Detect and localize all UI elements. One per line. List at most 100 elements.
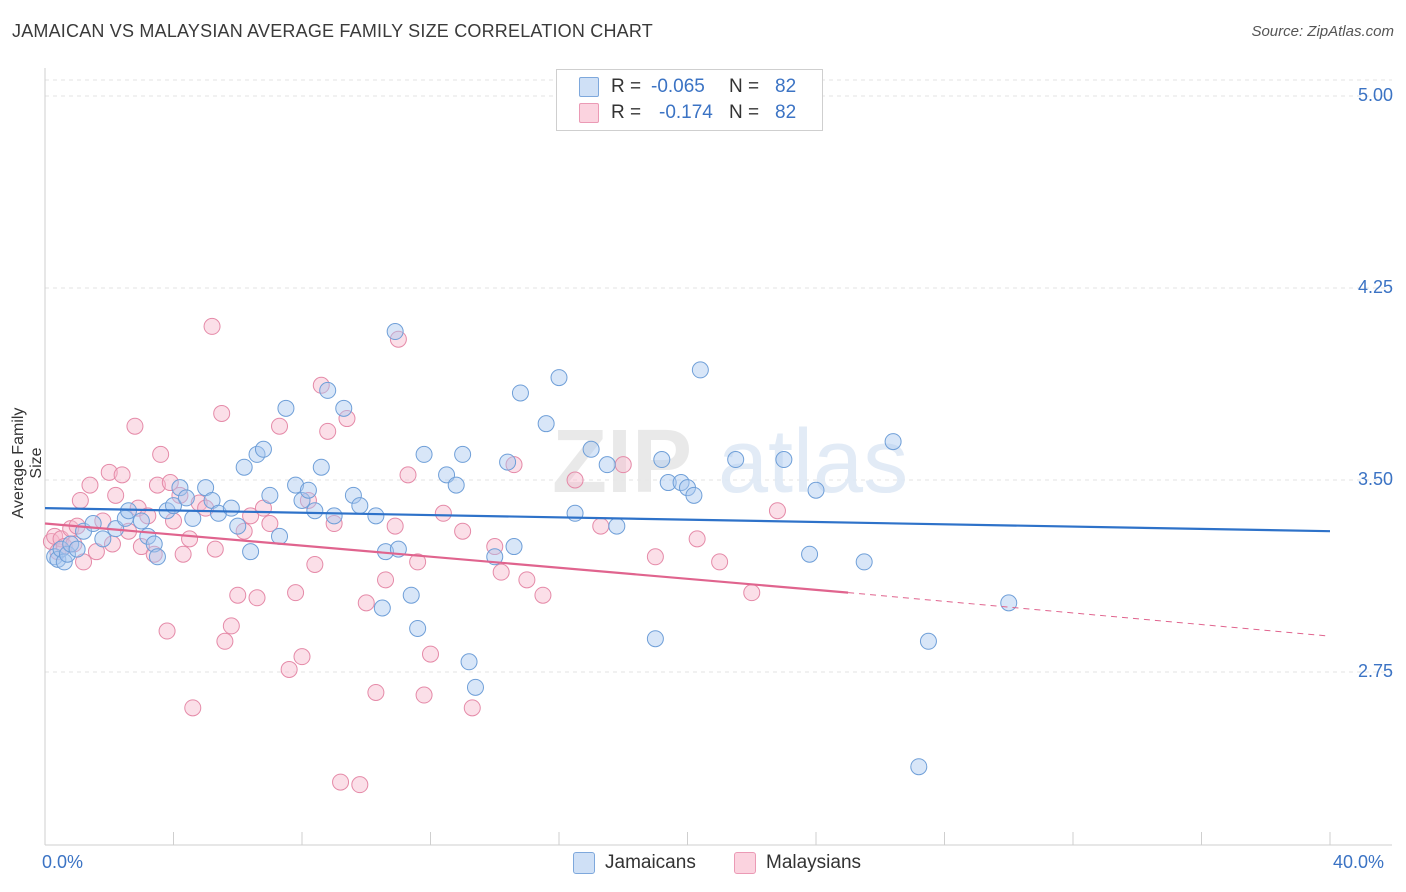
malaysians-point <box>688 530 706 548</box>
malaysians-point <box>711 553 729 571</box>
axes <box>44 68 1392 846</box>
malaysians-point <box>152 445 170 463</box>
malaysians-point <box>306 555 324 573</box>
legend-label-jamaicans: Jamaicans <box>605 852 696 873</box>
y-axis-label: Average Family Size <box>10 407 45 519</box>
series-jamaicans <box>46 323 1018 776</box>
malaysians-legend-swatch <box>734 852 756 874</box>
y-tick-label: 5.00 <box>1357 85 1393 105</box>
r-label: R = <box>611 102 642 123</box>
jamaicans-point <box>94 530 112 548</box>
malaysians-point <box>299 491 317 509</box>
jamaicans-point <box>550 369 568 387</box>
malaysians-point <box>434 504 452 522</box>
jamaicans-point <box>466 678 484 696</box>
malaysians-point <box>271 417 289 435</box>
malaysians-point <box>145 545 163 563</box>
x-tick-label-max: 40.0% <box>1333 852 1385 872</box>
malaysians-point <box>492 563 510 581</box>
malaysians-point <box>148 476 166 494</box>
jamaicans-point <box>235 458 253 476</box>
jamaicans-point <box>145 535 163 553</box>
r-value: -0.065 <box>651 76 705 97</box>
malaysians-point <box>319 422 337 440</box>
trend-lines <box>44 507 1331 637</box>
malaysians-point <box>386 517 404 535</box>
jamaicans-point <box>775 451 793 469</box>
legend-row-malaysians: R = -0.174 N = 82 <box>579 101 796 125</box>
jamaicans-point <box>222 499 240 517</box>
jamaicans-point <box>499 453 517 471</box>
malaysians-point <box>184 699 202 717</box>
jamaicans-point <box>727 451 745 469</box>
series-malaysians <box>42 317 786 794</box>
jamaicans-trend-line <box>44 507 1331 533</box>
jamaicans-point <box>386 323 404 341</box>
jamaicans-point <box>367 507 385 525</box>
jamaicans-point <box>511 384 529 402</box>
chart-title: JAMAICAN VS MALAYSIAN AVERAGE FAMILY SIZ… <box>12 21 653 41</box>
jamaicans-point <box>646 630 664 648</box>
malaysians-point <box>592 517 610 535</box>
jamaicans-point <box>409 619 427 637</box>
malaysians-point <box>534 586 552 604</box>
n-value: 82 <box>775 102 797 123</box>
jamaicans-point <box>148 548 166 566</box>
jamaicans-point <box>402 586 420 604</box>
malaysians-point <box>743 584 761 602</box>
jamaicans-point <box>335 399 353 417</box>
jamaicans-point <box>373 599 391 617</box>
jamaicans-point <box>447 476 465 494</box>
r-label: R = <box>611 76 642 97</box>
jamaicans-point <box>325 507 343 525</box>
jamaicans-point <box>254 440 272 458</box>
malaysians-point <box>71 491 89 509</box>
jamaicans-point <box>801 545 819 563</box>
grid-lines <box>45 79 1392 673</box>
malaysians-point <box>338 410 356 428</box>
jamaicans-point <box>344 486 362 504</box>
malaysians-point <box>454 522 472 540</box>
malaysians-point <box>222 617 240 635</box>
jamaicans-swatch <box>579 77 599 97</box>
malaysians-point <box>213 404 231 422</box>
y-tick-label: 4.25 <box>1357 277 1393 297</box>
malaysians-point <box>165 512 182 530</box>
malaysians-point <box>287 584 305 602</box>
jamaicans-point <box>312 458 330 476</box>
jamaicans-point <box>261 486 279 504</box>
jamaicans-point <box>415 445 433 463</box>
jamaicans-point <box>919 632 937 650</box>
malaysians-point <box>409 553 427 571</box>
source-label: Source: ZipAtlas.com <box>1251 23 1394 40</box>
malaysians-point <box>216 632 234 650</box>
jamaicans-legend-swatch <box>573 852 595 874</box>
legend-row-jamaicans: R = -0.065 N = 82 <box>579 75 796 99</box>
watermark-atlas: atlas <box>718 412 908 512</box>
jamaicans-point <box>132 512 150 530</box>
jamaicans-point <box>293 491 311 509</box>
legend-series: Jamaicans Malaysians <box>0 852 1406 876</box>
legend-item-malaysians: Malaysians <box>734 852 861 874</box>
jamaicans-point <box>454 445 472 463</box>
malaysians-swatch <box>579 103 599 123</box>
jamaicans-point <box>184 509 202 527</box>
jamaicans-point <box>68 540 86 558</box>
watermark: ZIP atlas <box>552 412 908 512</box>
malaysians-point <box>486 538 504 556</box>
malaysians-point <box>126 417 144 435</box>
watermark-zip: ZIP <box>552 412 692 512</box>
malaysians-point <box>768 502 786 520</box>
jamaicans-point <box>537 415 555 433</box>
y-tick-label: 3.50 <box>1357 469 1393 489</box>
jamaicans-point <box>287 476 305 494</box>
jamaicans-point <box>277 399 295 417</box>
jamaicans-point <box>242 543 260 561</box>
malaysians-point <box>351 776 369 794</box>
legend-item-jamaicans: Jamaicans <box>573 852 696 874</box>
jamaicans-point <box>855 553 873 571</box>
jamaicans-point <box>306 502 324 520</box>
jamaicans-point <box>659 474 677 492</box>
jamaicans-point <box>807 481 825 499</box>
